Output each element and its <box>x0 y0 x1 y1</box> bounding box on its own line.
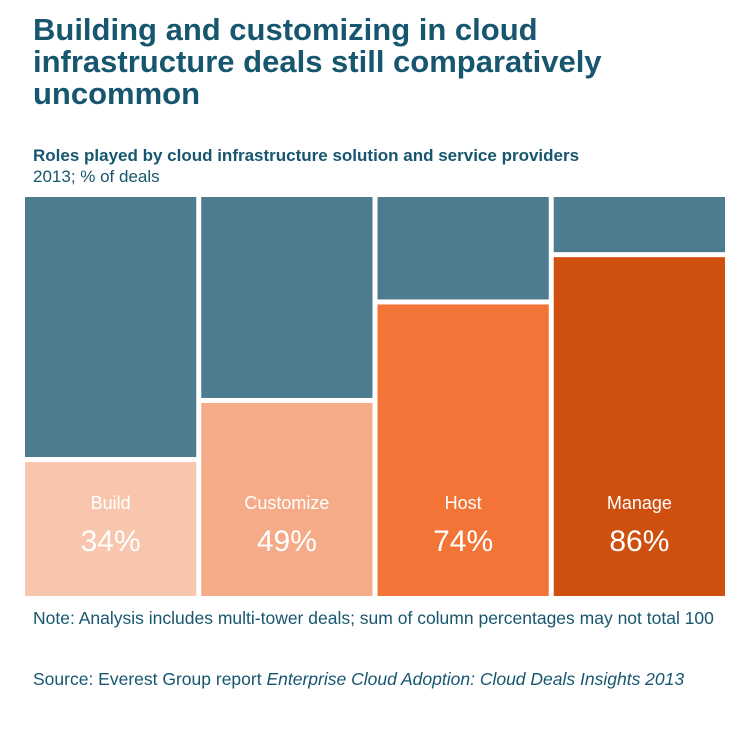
remainder-bar-host <box>377 197 549 300</box>
remainder-bar-manage <box>553 197 725 253</box>
chart-note: Note: Analysis includes multi-tower deal… <box>33 608 714 628</box>
value-label: 49% <box>257 525 317 558</box>
category-label: Host <box>445 493 482 513</box>
category-label: Manage <box>607 493 672 513</box>
remainder-bar-customize <box>201 197 373 398</box>
bar-manage <box>553 257 725 596</box>
remainder-bar-build <box>25 197 197 458</box>
bar-host <box>377 304 549 596</box>
value-label: 34% <box>81 525 141 558</box>
source-prefix: Source: Everest Group report <box>33 669 267 689</box>
value-label: 74% <box>433 525 493 558</box>
chart-units: 2013; % of deals <box>33 167 160 186</box>
chart-source: Source: Everest Group report Enterprise … <box>33 668 723 690</box>
category-label: Customize <box>244 493 329 513</box>
category-label: Build <box>91 493 131 513</box>
bar-customize <box>201 402 373 596</box>
value-label: 86% <box>609 525 669 558</box>
source-title: Enterprise Cloud Adoption: Cloud Deals I… <box>266 669 685 689</box>
chart: Build 34% Customize 49% Host 74% Manage 86% <box>25 197 725 596</box>
bar-build <box>25 462 197 596</box>
chart-title: Building and customizing in cloud infras… <box>33 12 602 111</box>
chart-subtitle: Roles played by cloud infrastructure sol… <box>33 146 580 165</box>
